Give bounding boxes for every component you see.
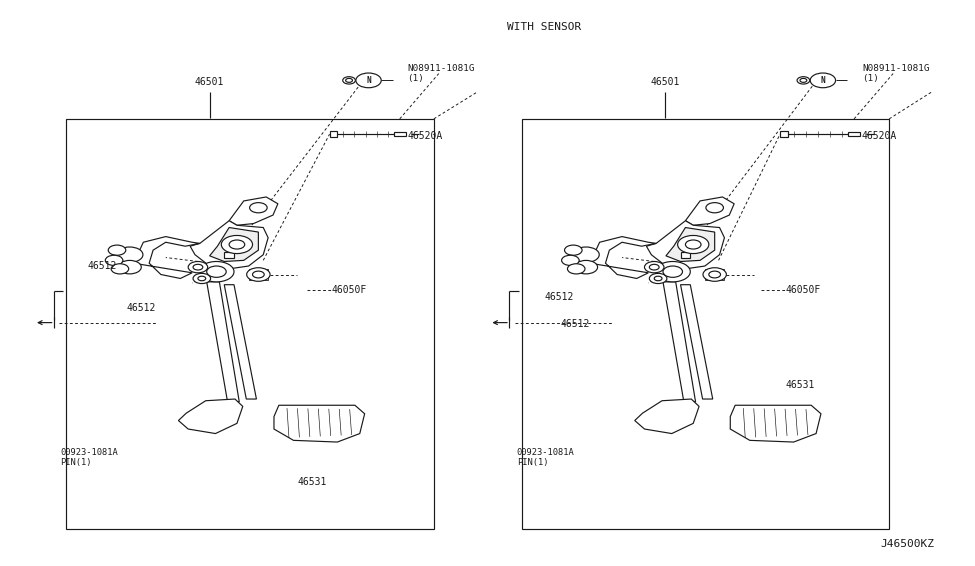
Bar xyxy=(224,252,234,258)
Circle shape xyxy=(250,203,267,213)
Bar xyxy=(705,269,724,280)
Circle shape xyxy=(565,245,582,255)
Circle shape xyxy=(253,271,264,278)
Circle shape xyxy=(649,273,667,284)
Circle shape xyxy=(188,261,208,273)
Circle shape xyxy=(105,255,123,265)
Text: 46512: 46512 xyxy=(127,303,156,314)
Polygon shape xyxy=(730,405,821,442)
Circle shape xyxy=(343,77,355,84)
Bar xyxy=(522,119,889,529)
Polygon shape xyxy=(274,405,365,442)
Polygon shape xyxy=(210,228,258,261)
Circle shape xyxy=(562,255,579,265)
Bar xyxy=(249,269,268,280)
Text: 46050F: 46050F xyxy=(786,285,821,295)
Bar xyxy=(66,119,434,529)
Circle shape xyxy=(644,261,664,273)
Circle shape xyxy=(678,235,709,254)
Text: N: N xyxy=(367,76,370,85)
Circle shape xyxy=(663,266,682,277)
Polygon shape xyxy=(224,285,256,399)
Bar xyxy=(394,132,406,136)
Circle shape xyxy=(798,77,809,84)
Polygon shape xyxy=(681,285,713,399)
Bar xyxy=(668,265,683,277)
Text: 46520A: 46520A xyxy=(862,131,897,141)
Circle shape xyxy=(247,268,270,281)
Circle shape xyxy=(810,73,836,88)
Bar xyxy=(212,265,227,277)
Circle shape xyxy=(199,261,234,282)
Circle shape xyxy=(229,240,245,249)
Circle shape xyxy=(706,203,723,213)
Bar xyxy=(848,132,860,136)
Circle shape xyxy=(709,271,721,278)
Circle shape xyxy=(118,260,141,274)
Circle shape xyxy=(345,79,353,83)
Circle shape xyxy=(356,73,381,88)
Text: 46050F: 46050F xyxy=(332,285,367,295)
Bar xyxy=(681,252,690,258)
Circle shape xyxy=(685,240,701,249)
Text: 46512: 46512 xyxy=(544,292,573,302)
Text: N: N xyxy=(821,76,825,85)
Polygon shape xyxy=(178,399,243,434)
Circle shape xyxy=(108,245,126,255)
Text: N08911-1081G
(1): N08911-1081G (1) xyxy=(408,64,475,83)
Polygon shape xyxy=(635,399,699,434)
Polygon shape xyxy=(190,221,268,269)
Circle shape xyxy=(655,261,690,282)
Text: 46520A: 46520A xyxy=(408,131,443,141)
Circle shape xyxy=(116,247,143,263)
Polygon shape xyxy=(229,197,278,225)
Text: 46501: 46501 xyxy=(650,77,680,87)
Text: 46501: 46501 xyxy=(195,77,224,87)
Bar xyxy=(330,131,337,137)
Circle shape xyxy=(703,268,726,281)
Circle shape xyxy=(649,264,659,270)
Polygon shape xyxy=(646,221,724,269)
Circle shape xyxy=(800,79,807,83)
Circle shape xyxy=(111,264,129,274)
Circle shape xyxy=(572,247,600,263)
Text: N08911-1081G
(1): N08911-1081G (1) xyxy=(862,64,929,83)
Circle shape xyxy=(193,273,211,284)
Polygon shape xyxy=(590,237,656,278)
Text: 46531: 46531 xyxy=(786,380,815,390)
Polygon shape xyxy=(134,237,200,278)
Bar xyxy=(780,131,788,137)
Text: 46512: 46512 xyxy=(88,261,117,271)
Text: J46500KZ: J46500KZ xyxy=(880,539,934,550)
Circle shape xyxy=(574,260,598,274)
Text: 46531: 46531 xyxy=(297,477,327,487)
Circle shape xyxy=(567,264,585,274)
Circle shape xyxy=(221,235,253,254)
Circle shape xyxy=(654,276,662,281)
Circle shape xyxy=(193,264,203,270)
Text: WITH SENSOR: WITH SENSOR xyxy=(507,22,581,32)
Polygon shape xyxy=(685,197,734,225)
Polygon shape xyxy=(663,282,695,402)
Text: 46512: 46512 xyxy=(561,319,590,329)
Circle shape xyxy=(207,266,226,277)
Polygon shape xyxy=(207,282,239,402)
Text: 00923-1081A
PIN(1): 00923-1081A PIN(1) xyxy=(517,448,574,467)
Polygon shape xyxy=(666,228,715,261)
Text: 00923-1081A
PIN(1): 00923-1081A PIN(1) xyxy=(60,448,118,467)
Circle shape xyxy=(198,276,206,281)
